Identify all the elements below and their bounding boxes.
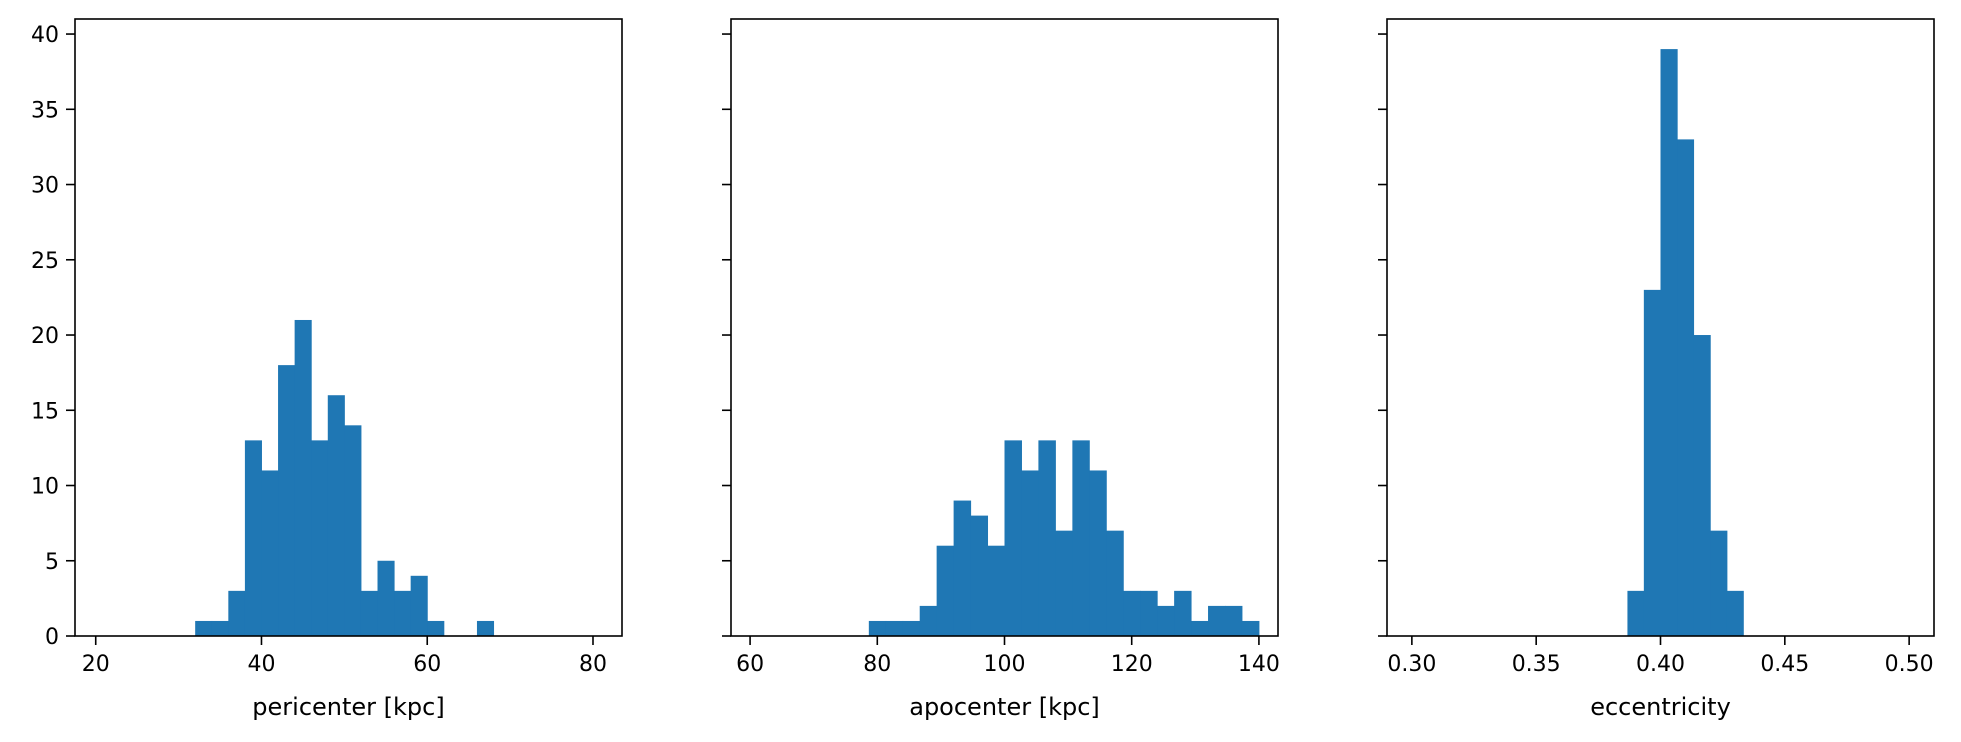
x-tick-label: 80 — [863, 652, 891, 677]
y-tick-label: 30 — [31, 174, 59, 199]
histogram-bar — [294, 319, 312, 636]
histogram-bar — [1157, 605, 1175, 636]
histogram-bar — [1693, 335, 1711, 636]
x-tick-label: 0.50 — [1885, 652, 1934, 677]
histogram-bar — [1123, 590, 1141, 636]
histogram-bar — [1225, 605, 1243, 636]
histogram-bar — [1643, 289, 1661, 636]
histogram-bar — [211, 620, 229, 636]
histogram-bar — [1191, 620, 1209, 636]
histogram-bar — [1208, 605, 1226, 636]
y-tick-label: 15 — [31, 399, 59, 424]
histogram-bar — [1241, 620, 1260, 636]
histogram-panel-1: 20 40 60 80 0 5 10 15 20 25 30 35 40 pericenter [kpc] — [31, 18, 623, 721]
histogram-bar — [1627, 590, 1645, 636]
histogram-bar — [195, 620, 213, 636]
histogram-bar — [377, 560, 395, 636]
histogram-bar — [868, 620, 887, 636]
histogram-bar — [1677, 139, 1695, 636]
x-tick-label: 0.40 — [1636, 652, 1685, 677]
y-tick-label: 35 — [31, 98, 59, 123]
histogram-bar — [987, 545, 1005, 636]
histogram-panel-2: 60 80 100 120 140 apocenter [kpc] — [722, 18, 1280, 721]
histogram-panel-3: 0.30 0.35 0.40 0.45 0.50 eccentricity — [1378, 18, 1935, 721]
histogram-bar — [344, 425, 362, 636]
histogram-bar — [278, 365, 296, 636]
y-tick-label: 5 — [45, 550, 59, 575]
x-axis-label: pericenter [kpc] — [252, 693, 444, 721]
histogram-bar — [1710, 530, 1728, 636]
x-tick-label: 100 — [984, 652, 1026, 677]
histogram-bar — [936, 545, 955, 636]
histogram-bar — [1140, 590, 1158, 636]
x-tick-label: 0.30 — [1387, 652, 1436, 677]
y-tick-label: 40 — [31, 23, 59, 48]
x-tick-label: 0.35 — [1512, 652, 1561, 677]
x-axis-label: apocenter [kpc] — [909, 693, 1100, 721]
y-tick-label: 25 — [31, 249, 59, 274]
x-tick-label: 20 — [82, 652, 110, 677]
histogram-bar — [919, 605, 938, 636]
histogram-bar — [360, 590, 379, 636]
histogram-bar — [1038, 440, 1056, 636]
histogram-bar — [410, 575, 428, 636]
x-tick-label: 120 — [1111, 652, 1153, 677]
histogram-bar — [1021, 470, 1039, 636]
histogram-bar — [953, 500, 972, 636]
x-tick-label: 0.45 — [1760, 652, 1809, 677]
histogram-bar — [1726, 590, 1744, 636]
histogram-bar — [311, 440, 329, 636]
histogram-bar — [244, 440, 262, 636]
y-tick-label: 20 — [31, 324, 59, 349]
histogram-bar — [902, 620, 921, 636]
x-tick-label: 80 — [579, 652, 607, 677]
histogram-bar — [1174, 590, 1192, 636]
x-axis-label: eccentricity — [1590, 693, 1731, 721]
axes-frame — [74, 18, 623, 637]
histogram-bar — [970, 515, 989, 636]
histogram-bar — [427, 620, 445, 636]
histogram-bar — [1660, 49, 1678, 637]
histogram-bar — [1072, 440, 1090, 636]
histogram-bar — [1106, 530, 1124, 636]
histogram-bar — [885, 620, 904, 636]
histogram-bar — [476, 620, 495, 636]
histogram-bar — [228, 590, 246, 636]
histogram-bar — [1055, 530, 1073, 636]
x-tick-label: 60 — [736, 652, 764, 677]
y-tick-label: 0 — [45, 625, 59, 650]
x-tick-label: 60 — [413, 652, 441, 677]
histogram-bar — [261, 470, 279, 636]
x-tick-label: 40 — [247, 652, 275, 677]
histogram-bar — [394, 590, 412, 636]
histogram-bar — [1004, 440, 1022, 636]
histogram-bar — [1089, 470, 1107, 636]
y-tick-label: 10 — [31, 475, 59, 500]
x-tick-label: 140 — [1238, 652, 1280, 677]
histogram-bar — [327, 395, 345, 636]
